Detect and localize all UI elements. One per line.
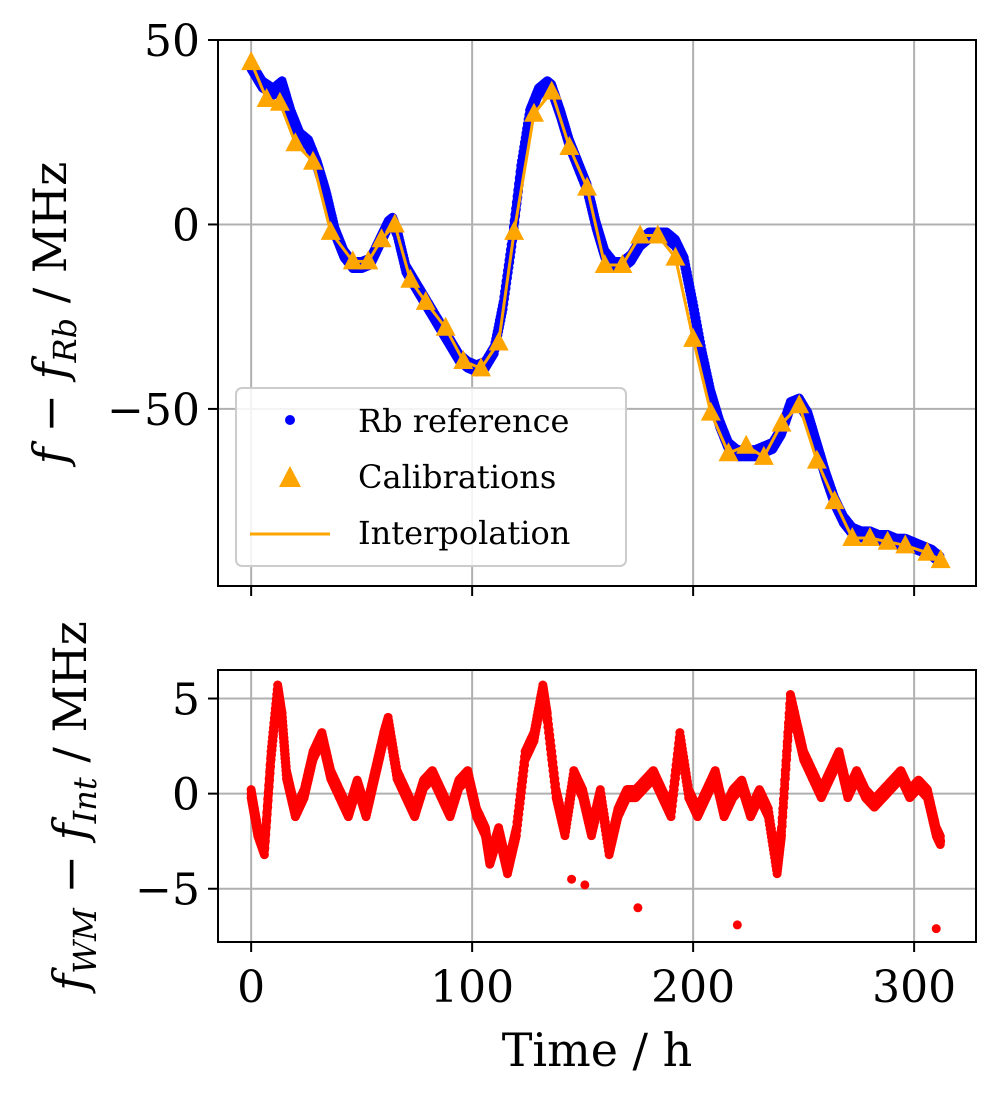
top-series [241,51,951,569]
top-y-tick-label: 50 [144,16,200,67]
top-y-tick-label: −50 [107,385,200,436]
legend-label-interpolation: Interpolation [358,514,570,552]
residuals-series [246,680,946,934]
legend: Rb reference Calibrations Interpolation [235,387,627,567]
legend-marker-rb [285,415,295,425]
chart-top: 50 0 −50 f − fRb / MHz Rb reference Calibr… [23,16,977,596]
legend-label-calibrations: Calibrations [358,458,556,496]
top-y-tick-label: 0 [172,200,200,251]
legend-label-rb: Rb reference [358,402,569,440]
top-y-axis-label: f − fRb / MHz [23,162,84,468]
bottom-series [246,680,946,934]
calibration-point [241,51,262,71]
calibration-point [736,434,757,454]
